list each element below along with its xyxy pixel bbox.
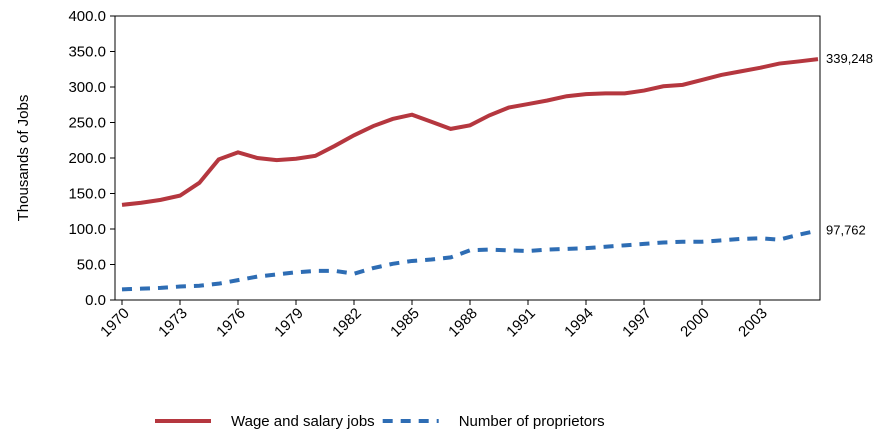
x-tick-label: 1970 (97, 305, 133, 341)
y-tick-label: 300.0 (68, 79, 106, 96)
x-tick-label: 1985 (387, 305, 423, 341)
value-label: 339,248 (826, 51, 873, 66)
y-tick-label: 350.0 (68, 44, 106, 61)
x-tick-label: 1991 (503, 305, 539, 341)
y-tick-label: 0.0 (85, 292, 106, 309)
x-tick-label: 1982 (329, 305, 365, 341)
y-tick-label: 100.0 (68, 221, 106, 238)
x-tick-label: 2000 (677, 305, 713, 341)
y-tick-label: 150.0 (68, 186, 106, 203)
x-tick-label: 1979 (271, 305, 307, 341)
y-tick-label: 200.0 (68, 150, 106, 167)
value-label: 97,762 (826, 223, 866, 238)
legend-label: Wage and salary jobs (231, 413, 375, 430)
x-tick-label: 1997 (619, 305, 655, 341)
x-tick-label: 1988 (445, 305, 481, 341)
series-line (121, 57, 819, 207)
y-tick-label: 250.0 (68, 115, 106, 132)
y-axis-label: Thousands of Jobs (15, 95, 32, 222)
x-tick-label: 1976 (213, 305, 249, 341)
x-tick-label: 2003 (735, 305, 771, 341)
y-tick-label: 400.0 (68, 8, 106, 25)
legend-label: Number of proprietors (459, 413, 605, 430)
y-tick-label: 50.0 (77, 257, 106, 274)
x-tick-label: 1994 (561, 305, 597, 341)
series-line (121, 228, 819, 292)
x-tick-label: 1973 (155, 305, 191, 341)
